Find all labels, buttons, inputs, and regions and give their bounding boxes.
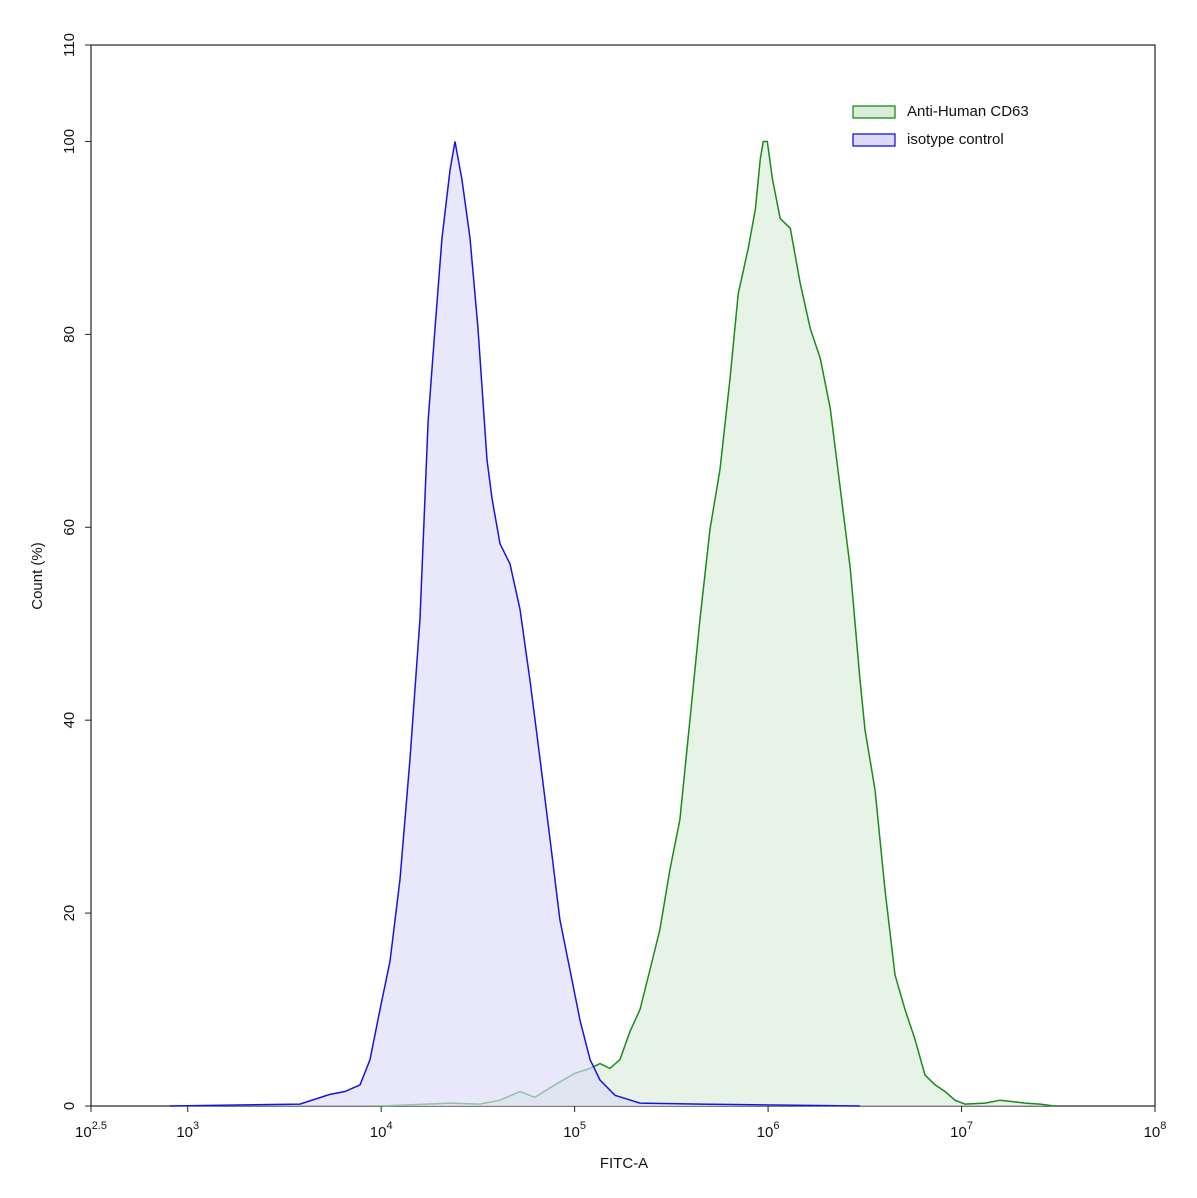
x-tick-label: 102.5 [75, 1120, 107, 1141]
plot-frame [90, 44, 1156, 1107]
y-tick-label: 110 [61, 33, 78, 57]
x-tick-label: 104 [370, 1120, 393, 1141]
y-tick-label: 0 [61, 1102, 78, 1110]
area-fill [380, 141, 1055, 1106]
tick-base: 10 [370, 1124, 387, 1141]
y-tick-label: 20 [61, 905, 78, 922]
tick-base: 10 [176, 1124, 193, 1141]
tick-exponent: 6 [773, 1120, 779, 1132]
y-tick-label: 40 [61, 712, 78, 729]
legend-label: Anti-Human CD63 [907, 103, 1029, 120]
tick-base: 10 [563, 1124, 580, 1141]
x-tick-label: 103 [176, 1120, 199, 1141]
x-tick-label: 105 [563, 1120, 586, 1141]
tick-base: 10 [757, 1124, 774, 1141]
tick-exponent: 2.5 [92, 1120, 107, 1132]
y-axis-label: Count (%) [29, 542, 46, 610]
x-axis-label: FITC-A [600, 1155, 648, 1172]
y-tick-label: 60 [61, 519, 78, 536]
area-fill [169, 141, 860, 1106]
x-tick-label: 106 [757, 1120, 780, 1141]
y-tick-label: 80 [61, 326, 78, 343]
histogram-line [169, 141, 861, 1107]
y-tick-label: 100 [61, 129, 78, 154]
legend-swatch [852, 133, 896, 147]
tick-exponent: 7 [967, 1120, 973, 1132]
tick-exponent: 4 [386, 1120, 392, 1132]
tick-base: 10 [1144, 1124, 1161, 1141]
tick-exponent: 8 [1160, 1120, 1166, 1132]
x-tick-label: 108 [1144, 1120, 1167, 1141]
tick-exponent: 3 [193, 1120, 199, 1132]
tick-base: 10 [75, 1124, 92, 1141]
legend-label: isotype control [907, 131, 1004, 148]
legend-swatch [852, 105, 896, 119]
x-tick-label: 107 [950, 1120, 973, 1141]
histogram-line [379, 140, 1055, 1107]
tick-base: 10 [950, 1124, 967, 1141]
tick-exponent: 5 [580, 1120, 586, 1132]
